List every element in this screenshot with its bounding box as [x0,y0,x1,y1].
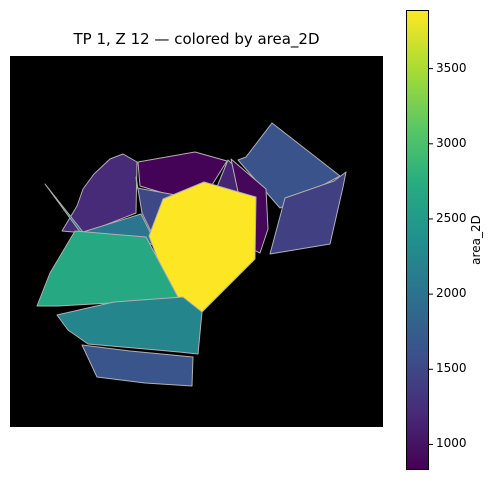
colorbar-tick-label: 2000 [436,286,467,301]
colorbar-tick-label: 3000 [436,135,467,150]
colorbar-tick-label: 1000 [436,436,467,451]
colorbar [406,10,429,470]
colorbar-label: area_2D [469,215,483,265]
segmentation-svg [36,122,347,387]
colorbar-tick-label: 3500 [436,60,467,75]
colorbar-tick-label: 2500 [436,210,467,225]
cell-right [269,171,347,255]
cell-lower-teal [56,296,203,355]
colorbar-tick-label: 1500 [436,361,467,376]
chart-title: TP 1, Z 12 — colored by area_2D [73,30,320,48]
cell-bottom [81,344,194,387]
